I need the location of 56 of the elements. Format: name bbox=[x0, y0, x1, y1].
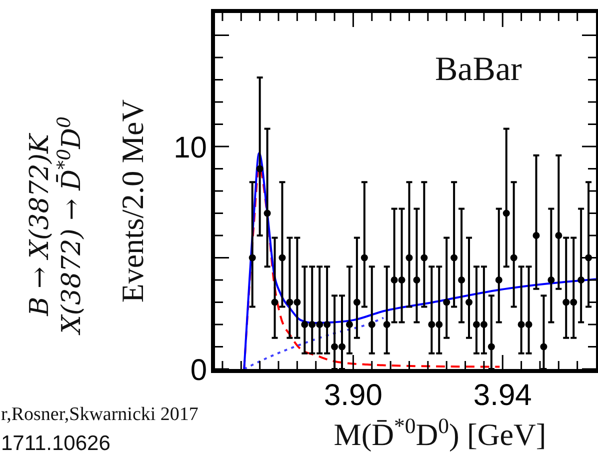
point bbox=[286, 298, 294, 306]
point bbox=[278, 254, 286, 262]
point bbox=[555, 232, 562, 239]
point bbox=[458, 276, 466, 284]
point bbox=[548, 276, 555, 284]
point bbox=[578, 276, 585, 284]
point bbox=[331, 343, 338, 350]
point bbox=[420, 254, 428, 262]
point bbox=[264, 210, 271, 217]
point bbox=[472, 321, 480, 328]
y-tick-label: 0 bbox=[190, 354, 207, 387]
point bbox=[368, 321, 376, 328]
point bbox=[324, 321, 331, 328]
point bbox=[436, 321, 443, 328]
x-tick-label: 3.94 bbox=[473, 379, 532, 412]
annotation: BaBar bbox=[435, 51, 523, 88]
point bbox=[510, 254, 518, 262]
text: B → X(3872)K bbox=[25, 132, 55, 317]
point bbox=[316, 321, 324, 328]
point bbox=[346, 321, 353, 328]
point bbox=[495, 276, 502, 284]
point bbox=[466, 298, 472, 306]
point bbox=[406, 254, 413, 262]
point bbox=[413, 276, 420, 284]
point bbox=[390, 276, 398, 284]
point bbox=[450, 254, 458, 262]
line-series bbox=[243, 316, 384, 369]
point bbox=[488, 343, 495, 350]
y-tick-label: 10 bbox=[174, 132, 207, 164]
point bbox=[353, 298, 360, 306]
point bbox=[398, 276, 406, 284]
text: 1711.10626 bbox=[1, 432, 110, 453]
point bbox=[443, 298, 450, 306]
point bbox=[294, 298, 301, 306]
point bbox=[428, 321, 436, 328]
line-series bbox=[243, 152, 596, 369]
point bbox=[338, 343, 346, 350]
point bbox=[248, 254, 256, 262]
point bbox=[360, 254, 368, 262]
point bbox=[570, 298, 578, 306]
point bbox=[540, 343, 548, 350]
point bbox=[562, 298, 570, 306]
point bbox=[518, 321, 525, 328]
point bbox=[383, 321, 390, 328]
point bbox=[301, 321, 308, 328]
point bbox=[525, 321, 532, 328]
y-axis-title: Events/2.0 MeV bbox=[115, 98, 150, 303]
point bbox=[480, 321, 488, 328]
point bbox=[256, 165, 264, 172]
x-tick-label: 3.90 bbox=[324, 379, 382, 412]
point bbox=[271, 298, 278, 306]
point bbox=[308, 321, 316, 328]
point bbox=[502, 210, 510, 217]
text: r,Rosner,Skwarnicki 2017 bbox=[1, 404, 198, 425]
point bbox=[532, 232, 540, 239]
x-axis-title: M(D̄$^{*0}$D$^{0}$) [GeV] bbox=[334, 414, 546, 452]
